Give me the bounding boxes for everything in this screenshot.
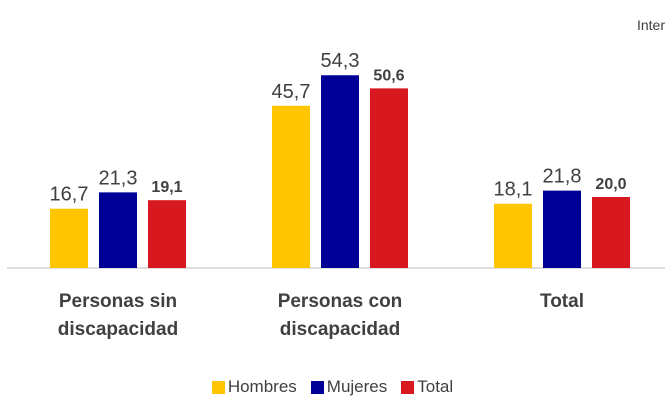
data-label: 16,7	[50, 184, 89, 206]
legend-swatch	[401, 380, 415, 394]
bar	[592, 197, 630, 268]
x-tick-label: Total	[540, 291, 584, 312]
legend-swatch	[211, 380, 225, 394]
data-label: 21,3	[99, 167, 138, 189]
legend-label: Hombres	[227, 377, 297, 396]
data-label: 18,1	[494, 179, 533, 201]
legend: Hombres Mujeres Total	[0, 377, 665, 397]
bar	[370, 88, 408, 269]
legend-item: Mujeres	[310, 377, 388, 397]
annotation: Inter	[637, 17, 665, 33]
data-label: 20,0	[595, 176, 626, 193]
legend-label: Total	[417, 377, 454, 396]
x-tick-label: Personas con discapacidad	[277, 291, 403, 340]
x-tick-label: Personas sin discapacidad	[57, 291, 179, 340]
data-label: 45,7	[272, 81, 311, 103]
bar	[494, 203, 532, 268]
bar	[272, 105, 310, 268]
data-label: 50,6	[373, 67, 404, 84]
bar	[543, 190, 581, 268]
legend-label: Mujeres	[326, 377, 388, 396]
data-label: 21,8	[543, 166, 582, 188]
bar	[99, 192, 137, 268]
bar	[321, 75, 359, 268]
bar	[148, 200, 186, 268]
data-label: 54,3	[321, 50, 360, 72]
bar	[50, 208, 88, 268]
legend-swatch	[310, 380, 324, 394]
data-label: 19,1	[151, 179, 182, 196]
legend-item: Hombres	[211, 377, 297, 397]
legend-item: Total	[401, 377, 453, 397]
